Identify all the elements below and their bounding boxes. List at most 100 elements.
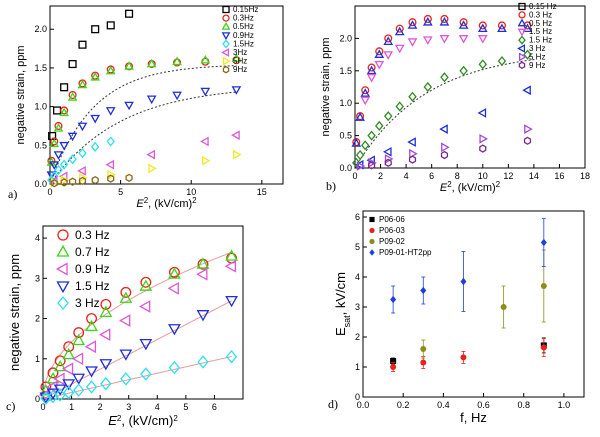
data-point xyxy=(439,124,448,134)
data-point xyxy=(78,40,87,49)
data-point xyxy=(460,277,467,286)
data-point xyxy=(99,328,111,342)
data-point xyxy=(440,14,449,24)
data-point xyxy=(523,136,532,145)
fit-curve xyxy=(43,251,232,392)
data-point xyxy=(60,106,69,115)
data-point xyxy=(477,108,487,118)
data-point xyxy=(196,267,208,281)
y-tick-label: 2.0 xyxy=(34,24,47,34)
data-point xyxy=(479,144,487,153)
data-point xyxy=(125,9,134,18)
x-tick-label: 5 xyxy=(183,402,188,412)
data-point xyxy=(458,20,469,29)
x-tick-label: 10 xyxy=(186,187,196,197)
x-tick-label: 0.0 xyxy=(357,400,370,410)
data-point xyxy=(53,372,65,386)
data-point xyxy=(105,65,116,75)
data-point xyxy=(440,72,449,83)
data-point xyxy=(167,281,179,295)
data-point xyxy=(360,140,370,151)
data-point xyxy=(540,283,547,289)
x-tick-label: 12 xyxy=(503,171,513,181)
data-point xyxy=(225,349,238,364)
x-tick-label: 16 xyxy=(554,171,564,181)
data-point xyxy=(73,327,85,339)
data-point xyxy=(71,352,84,366)
data-point xyxy=(225,295,238,308)
data-point xyxy=(124,61,134,70)
legend-marker xyxy=(57,229,69,241)
plot-frame xyxy=(42,225,244,400)
data-point xyxy=(53,123,64,132)
data-point xyxy=(53,384,67,396)
data-point xyxy=(395,24,404,33)
legend-marker xyxy=(222,56,231,66)
data-point xyxy=(63,341,75,353)
data-point xyxy=(119,314,131,327)
data-point xyxy=(439,35,450,44)
data-point xyxy=(67,92,78,101)
legend-marker xyxy=(221,48,230,57)
data-point xyxy=(478,21,487,30)
data-point xyxy=(375,120,384,131)
series-4 xyxy=(47,136,115,186)
x-tick-label: 0 xyxy=(352,171,357,181)
series-5 xyxy=(49,130,240,186)
data-point xyxy=(524,124,533,134)
y-tick-label: 1.5 xyxy=(339,66,352,76)
legend-label: P09-02 xyxy=(379,237,405,246)
data-point xyxy=(63,385,75,400)
data-point xyxy=(148,163,157,174)
data-point xyxy=(420,286,427,295)
data-point xyxy=(139,300,151,313)
data-point xyxy=(146,95,157,105)
legend-label: 9Hz xyxy=(233,65,247,74)
data-point xyxy=(368,161,376,170)
data-point xyxy=(168,360,181,375)
data-point xyxy=(61,362,74,376)
data-point xyxy=(423,81,433,93)
data-point xyxy=(384,34,393,43)
data-point xyxy=(67,132,78,142)
legend-marker xyxy=(369,249,375,256)
data-point xyxy=(125,173,133,182)
x-tick-label: 0 xyxy=(47,187,52,197)
data-point xyxy=(78,176,87,186)
data-point xyxy=(422,16,433,26)
data-point xyxy=(366,73,377,83)
data-point xyxy=(73,383,85,397)
series-0 xyxy=(48,9,134,141)
legend-label: P06-03 xyxy=(379,226,405,235)
data-point xyxy=(224,259,237,273)
data-point xyxy=(197,355,209,369)
series-3 xyxy=(46,86,242,180)
data-point xyxy=(231,86,242,95)
data-point xyxy=(459,18,468,27)
data-point xyxy=(140,276,152,288)
data-point xyxy=(139,279,153,291)
data-point xyxy=(420,359,427,366)
data-point xyxy=(356,161,366,171)
y-tick-label: 2 xyxy=(355,332,360,342)
legend-label: 9 Hz xyxy=(529,61,545,70)
plot-frame xyxy=(354,5,586,169)
data-point xyxy=(54,355,66,367)
data-point xyxy=(383,111,393,122)
data-point xyxy=(84,340,97,354)
series-3 xyxy=(360,35,488,106)
data-point xyxy=(62,347,76,360)
panel-label: d) xyxy=(328,397,338,411)
data-point xyxy=(106,21,115,30)
data-point xyxy=(60,178,68,187)
data-point xyxy=(225,249,238,261)
data-point xyxy=(390,364,397,370)
data-point xyxy=(91,175,99,185)
legend-label: 1.5 Hz xyxy=(529,36,552,45)
panel-label: a) xyxy=(8,187,17,201)
data-point xyxy=(146,58,157,68)
legend-marker xyxy=(517,28,527,37)
legend-label: 3 Hz xyxy=(75,296,100,310)
series-2 xyxy=(351,16,533,147)
data-point xyxy=(390,358,397,364)
